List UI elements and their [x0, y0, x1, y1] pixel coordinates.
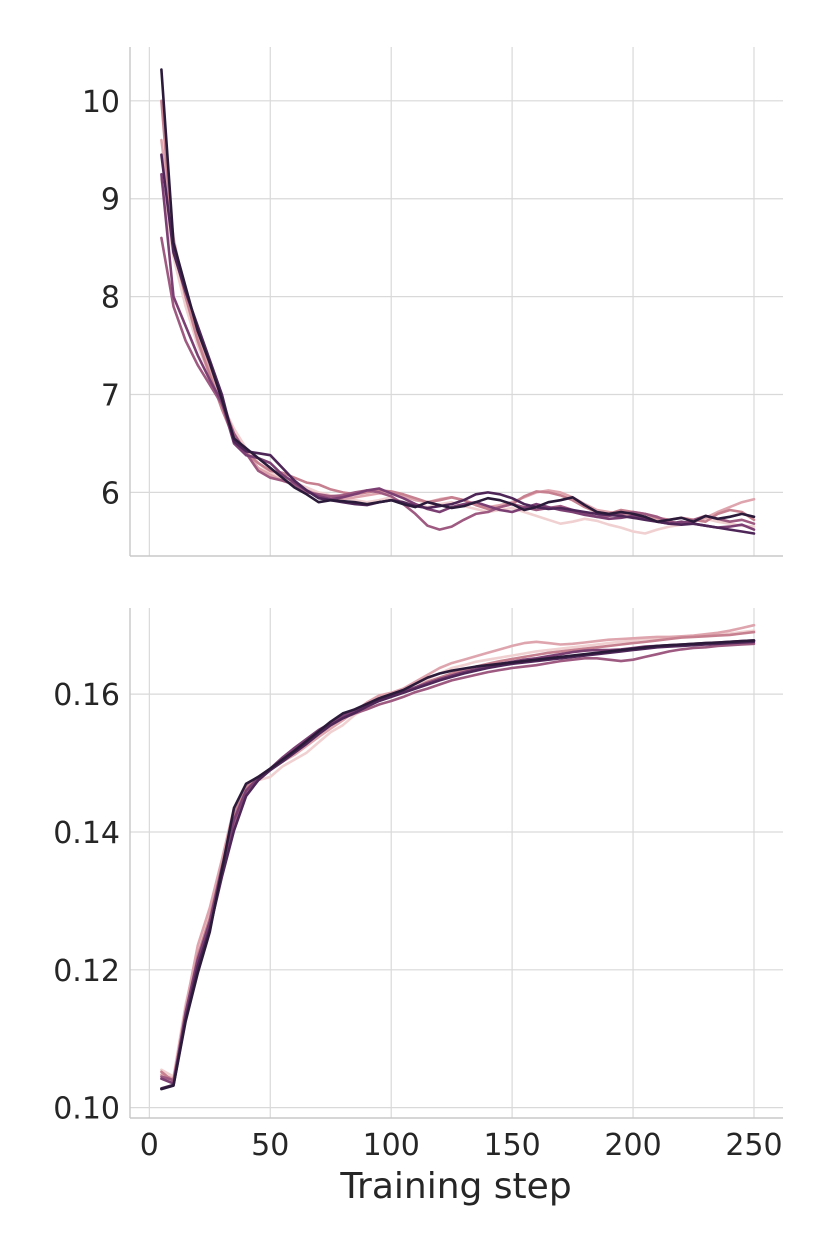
x-tick-label: 150	[483, 1128, 540, 1163]
metric-panel: 0 50 100 150 200 250 0.10 0.12 0.14 0.16	[53, 608, 783, 1163]
x-tick-label: 0	[140, 1128, 159, 1163]
series-line-5	[160, 173, 756, 531]
loss-panel: 6 7 8 9 10	[82, 47, 783, 557]
y-tick-label: 0.12	[53, 954, 120, 989]
series-line-2	[160, 623, 756, 1080]
series-line-2	[160, 138, 756, 525]
y-tick-label: 0.10	[53, 1092, 120, 1127]
series-line-1	[160, 177, 756, 535]
x-tick-label: 200	[604, 1128, 661, 1163]
y-tick-label: 10	[82, 85, 120, 120]
y-tick-label: 9	[101, 183, 120, 218]
y-tick-label: 7	[101, 378, 120, 413]
series-line-7	[160, 639, 756, 1091]
x-axis-title: Training step	[339, 1166, 571, 1207]
series-line-3	[160, 630, 756, 1083]
series-line-4	[160, 642, 756, 1082]
x-tick-label: 100	[363, 1128, 420, 1163]
series-line-1	[160, 629, 756, 1078]
series-line-4	[160, 236, 756, 531]
y-tick-label: 0.16	[53, 678, 120, 713]
y-tick-label: 6	[101, 476, 120, 511]
series-line-6	[160, 153, 756, 535]
series-line-5	[160, 639, 756, 1085]
series-line-7	[160, 68, 756, 523]
y-tick-label: 8	[101, 281, 120, 316]
x-tick-label: 50	[251, 1128, 289, 1163]
series-line-6	[160, 640, 756, 1090]
y-tick-label: 0.14	[53, 816, 120, 851]
x-tick-label: 250	[725, 1128, 782, 1163]
